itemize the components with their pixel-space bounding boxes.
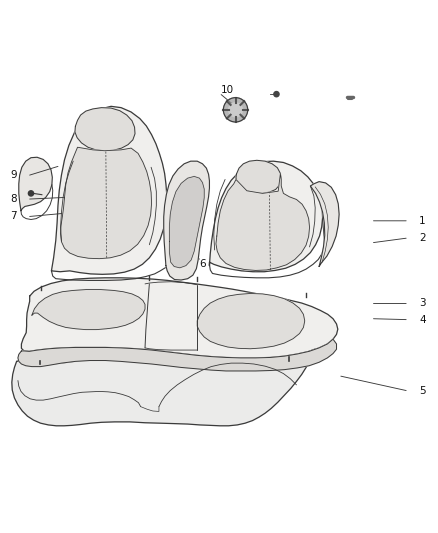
- Circle shape: [274, 92, 279, 97]
- Polygon shape: [209, 161, 322, 272]
- Text: 9: 9: [10, 170, 17, 180]
- Polygon shape: [51, 107, 167, 274]
- Polygon shape: [216, 174, 310, 270]
- Polygon shape: [32, 289, 145, 329]
- Polygon shape: [19, 157, 52, 211]
- Text: 7: 7: [10, 212, 17, 221]
- Polygon shape: [21, 278, 338, 358]
- Text: 1: 1: [419, 216, 426, 226]
- Text: 5: 5: [419, 385, 426, 395]
- Polygon shape: [197, 294, 305, 349]
- Text: 4: 4: [419, 314, 426, 325]
- Text: 6: 6: [199, 260, 206, 269]
- Circle shape: [28, 191, 34, 196]
- Text: 8: 8: [10, 194, 17, 204]
- Polygon shape: [170, 176, 204, 268]
- Polygon shape: [236, 160, 281, 193]
- Polygon shape: [75, 108, 135, 151]
- Polygon shape: [18, 339, 336, 371]
- Polygon shape: [60, 147, 152, 259]
- Text: 2: 2: [419, 233, 426, 243]
- Polygon shape: [12, 349, 317, 426]
- Text: 3: 3: [419, 298, 426, 309]
- Polygon shape: [311, 182, 339, 266]
- Circle shape: [229, 103, 243, 117]
- Circle shape: [223, 98, 248, 122]
- Polygon shape: [164, 161, 209, 280]
- Text: 10: 10: [221, 85, 234, 95]
